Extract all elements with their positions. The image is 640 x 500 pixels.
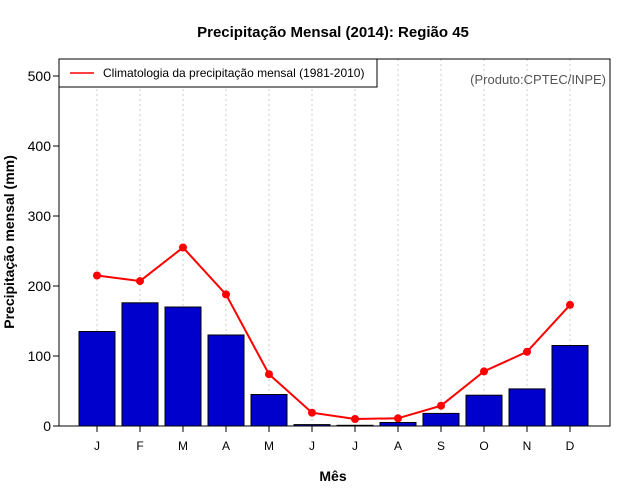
bar-2	[121, 302, 159, 427]
x-tick-label: J	[352, 439, 358, 453]
bar-3	[164, 306, 202, 427]
climatology-point-7	[351, 415, 359, 423]
x-tick-label: M	[264, 439, 274, 453]
climatology-point-5	[265, 370, 273, 379]
climatology-point-1	[93, 271, 101, 280]
x-tick-label: D	[566, 439, 575, 453]
y-tick-label: 100	[28, 348, 52, 364]
x-tick-label: A	[394, 439, 402, 453]
x-tick-label: O	[479, 439, 488, 453]
product-credit: (Produto:CPTEC/INPE)	[470, 72, 606, 87]
y-tick-label: 200	[28, 278, 52, 294]
climatology-point-11	[523, 347, 531, 356]
climatology-line	[96, 246, 571, 421]
y-tick-label: 0	[43, 418, 51, 434]
bar-11	[508, 388, 546, 427]
bar-5	[250, 394, 288, 427]
y-tick-label: 300	[28, 208, 52, 224]
y-axis-title: Precipitação mensal (mm)	[1, 155, 17, 329]
y-axis: 0 100 200 300 400 500	[28, 68, 59, 434]
bar-series	[78, 302, 589, 427]
bar-12	[551, 345, 589, 427]
x-tick-label: M	[178, 439, 188, 453]
climatology-point-12	[566, 300, 574, 309]
x-tick-label: A	[222, 439, 230, 453]
climatology-series	[93, 243, 574, 423]
climatology-point-6	[308, 408, 316, 417]
bar-4	[207, 334, 245, 427]
x-tick-label: J	[309, 439, 315, 453]
bar-10	[465, 394, 503, 427]
legend: Climatologia da precipitação mensal (198…	[58, 58, 378, 88]
x-axis-title: Mês	[319, 468, 346, 484]
x-tick-label: N	[523, 439, 532, 453]
climatology-point-9	[437, 401, 445, 410]
legend-box	[58, 58, 378, 88]
y-tick-label: 400	[28, 138, 52, 154]
climatology-point-4	[222, 290, 230, 299]
y-tick-label: 500	[28, 68, 52, 84]
x-tick-label: F	[136, 439, 143, 453]
x-tick-label: S	[437, 439, 445, 453]
x-tick-label: J	[94, 439, 100, 453]
climatology-point-10	[480, 367, 488, 376]
climatology-point-8	[394, 414, 402, 423]
bar-8	[379, 422, 417, 427]
legend-entry-climatology: Climatologia da precipitação mensal (198…	[103, 66, 364, 80]
bar-1	[78, 331, 116, 427]
climatology-point-3	[179, 243, 187, 252]
climatology-point-2	[136, 277, 144, 286]
bar-9	[422, 412, 460, 427]
chart-title: Precipitação Mensal (2014): Região 45	[197, 24, 469, 41]
